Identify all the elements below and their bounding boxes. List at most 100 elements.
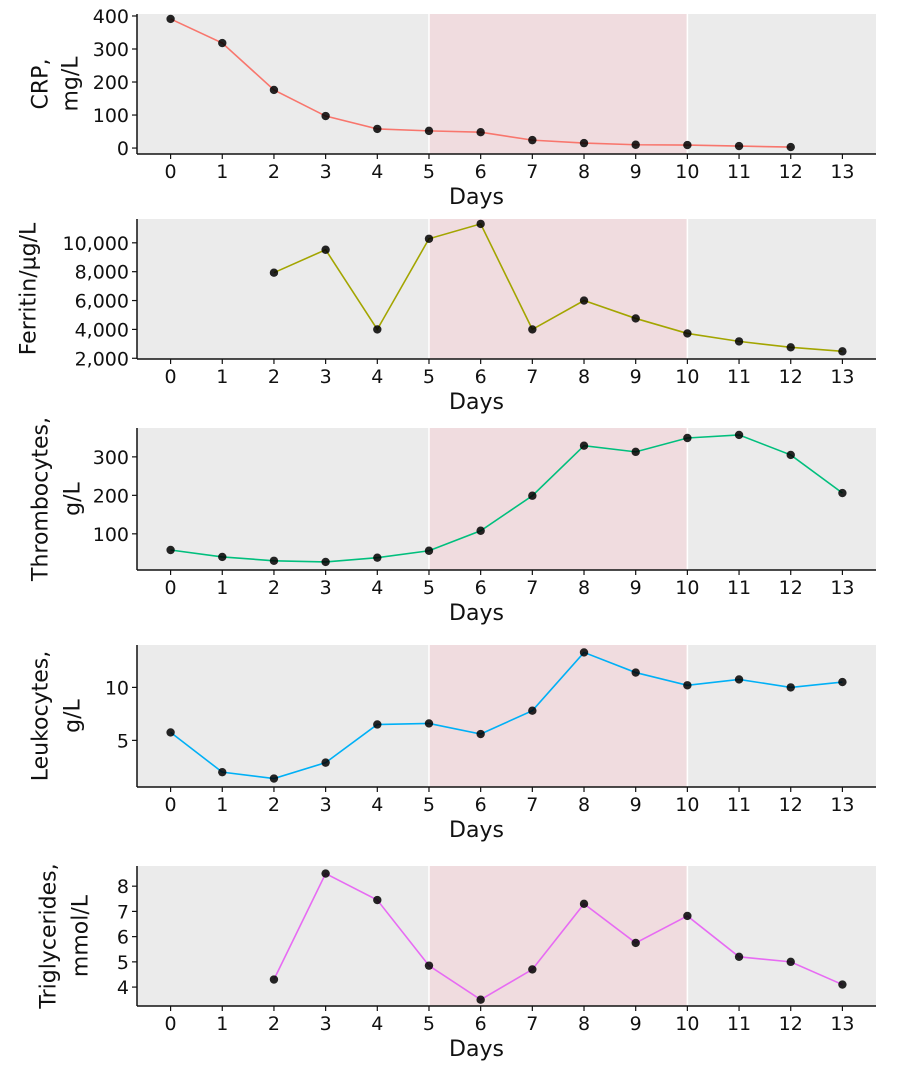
x-tick-label: 6 (475, 794, 487, 816)
data-point (734, 430, 744, 440)
x-tick-label: 12 (779, 794, 803, 816)
data-point (166, 14, 175, 24)
data-point (218, 552, 227, 562)
data-point (579, 138, 589, 148)
data-point (321, 245, 330, 254)
y-axis-title: g/L (61, 481, 86, 515)
x-tick-label: 5 (423, 161, 435, 183)
data-point (424, 719, 434, 728)
data-point (528, 325, 537, 334)
data-point (269, 556, 279, 565)
data-point (631, 447, 640, 457)
y-axis-title: Triglycerides, (37, 863, 62, 1009)
x-tick-label: 11 (727, 366, 751, 388)
x-tick-label: 7 (526, 577, 538, 599)
y-axis-title: Thrombocytes, (29, 417, 54, 582)
x-tick-label: 4 (371, 577, 383, 599)
data-point (476, 995, 485, 1004)
y-axis-title: Ferritin/µg/L (17, 222, 42, 355)
x-tick-label: 7 (526, 366, 538, 388)
y-tick-label: 2,000 (75, 348, 129, 370)
data-point (786, 683, 795, 692)
x-tick-label: 6 (475, 577, 487, 599)
x-tick-label: 3 (320, 577, 332, 599)
data-point (373, 325, 382, 334)
x-tick-label: 12 (779, 161, 803, 183)
x-axis-title: Days (449, 601, 504, 626)
data-point (424, 234, 434, 243)
x-tick-label: 13 (830, 794, 854, 816)
data-point (321, 869, 330, 878)
y-axis-title: CRP, (29, 59, 54, 110)
data-point (528, 135, 537, 145)
x-tick-label: 3 (320, 1013, 332, 1035)
x-tick-label: 9 (630, 1013, 642, 1035)
x-tick-label: 8 (578, 577, 590, 599)
x-tick-label: 7 (526, 1013, 538, 1035)
x-tick-label: 10 (675, 1013, 699, 1035)
x-tick-label: 6 (475, 366, 487, 388)
x-tick-label: 10 (675, 161, 699, 183)
series-line (273, 222, 843, 353)
y-tick-label: 200 (93, 485, 129, 507)
data-point (734, 141, 744, 151)
data-point (166, 728, 175, 737)
data-point (166, 545, 175, 555)
data-point (321, 111, 330, 121)
series-line (170, 434, 843, 563)
x-tick-label: 0 (165, 1013, 177, 1035)
x-tick-label: 12 (779, 1013, 803, 1035)
data-point (373, 720, 382, 729)
data-point (683, 681, 692, 690)
data-point (683, 329, 692, 338)
y-tick-label: 10 (105, 677, 129, 699)
y-tick-label: 6 (117, 927, 129, 949)
data-point (528, 706, 537, 715)
panel-3: 0 1 2 3 4 5 6 7 8 9 10 11 12 13100200300DaysThrombocy… (29, 417, 876, 626)
y-tick-label: 4,000 (75, 319, 129, 341)
x-tick-label: 1 (216, 794, 228, 816)
panel-2: 0 1 2 3 4 5 6 7 8 9 10 11 12 132,0004,0006,0008,00010… (17, 219, 876, 415)
x-tick-label: 1 (216, 1013, 228, 1035)
y-tick-label: 10,000 (63, 233, 129, 255)
data-point (321, 758, 330, 767)
data-point (269, 85, 279, 95)
data-point (631, 140, 640, 149)
data-point (838, 980, 847, 989)
x-tick-label: 3 (320, 161, 332, 183)
data-point (424, 126, 434, 136)
x-tick-label: 0 (165, 577, 177, 599)
data-point (838, 488, 847, 498)
x-tick-label: 11 (727, 794, 751, 816)
data-point (373, 124, 382, 134)
x-tick-label: 12 (779, 577, 803, 599)
x-tick-label: 10 (675, 366, 699, 388)
data-point (683, 140, 692, 150)
y-tick-label: 200 (93, 72, 129, 94)
x-tick-label: 4 (371, 794, 383, 816)
y-axis-title: mg/L (59, 56, 84, 112)
x-tick-label: 1 (216, 366, 228, 388)
y-tick-label: 6,000 (75, 291, 129, 313)
y-tick-label: 4 (117, 977, 129, 999)
y-tick-label: 8,000 (75, 262, 129, 284)
x-tick-label: 4 (371, 366, 383, 388)
x-tick-label: 13 (830, 1013, 854, 1035)
data-point (218, 38, 227, 48)
data-point (321, 557, 330, 567)
data-point (476, 526, 485, 535)
x-tick-label: 4 (371, 1013, 383, 1035)
data-point (424, 546, 434, 555)
x-tick-label: 9 (630, 794, 642, 816)
data-point (218, 767, 227, 777)
x-tick-label: 2 (268, 577, 280, 599)
x-tick-label: 5 (423, 577, 435, 599)
series-line (170, 651, 843, 780)
x-tick-label: 11 (727, 1013, 751, 1035)
y-tick-label: 400 (93, 6, 129, 28)
highlight-region (428, 428, 688, 570)
x-tick-label: 1 (216, 577, 228, 599)
x-tick-label: 7 (526, 161, 538, 183)
